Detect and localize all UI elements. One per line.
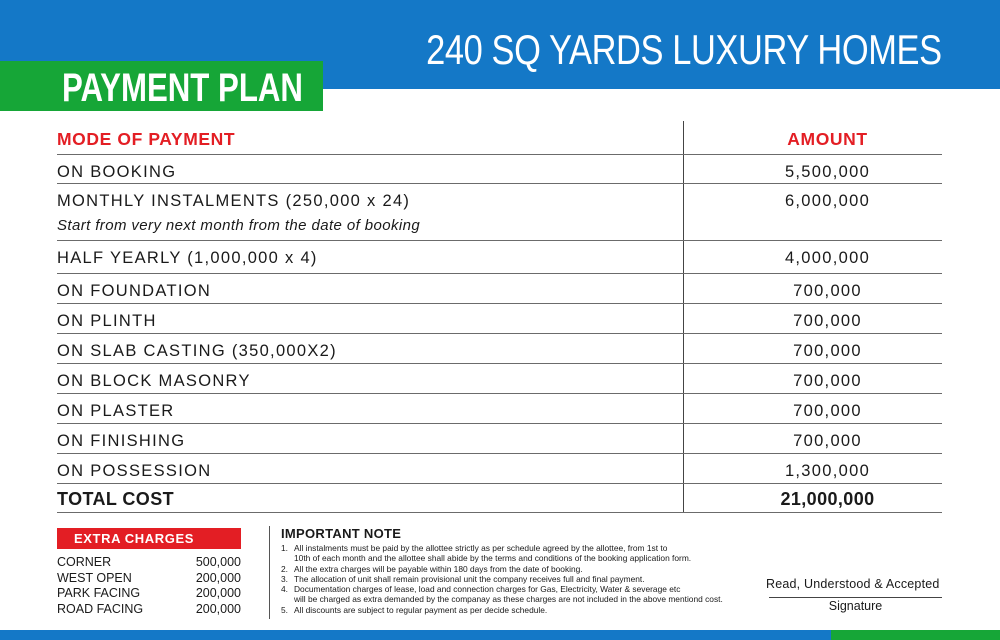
note-text: All discounts are subject to regular pay…	[294, 604, 548, 615]
row-amount: 1,300,000	[784, 462, 871, 480]
note-item: 3. The allocation of unit shall remain p…	[281, 574, 761, 584]
row-label: ON PLINTH	[57, 312, 157, 330]
note-number: 2.	[281, 563, 288, 574]
row-label-text: MONTHLY INSTALMENTS (250,000 x 24)	[57, 192, 411, 210]
extra-charge-value: 200,000	[195, 601, 241, 616]
bottom-blue-bar	[0, 630, 831, 640]
total-amount: 21,000,000	[780, 489, 875, 509]
note-text: All instalments must be paid by the allo…	[294, 543, 668, 553]
table-row: HALF YEARLY (1,000,000 x 4) 4,000,000	[57, 241, 942, 274]
payment-table: MODE OF PAYMENT AMOUNT ON BOOKING 5,500,…	[57, 121, 942, 513]
row-label: ON FOUNDATION	[57, 282, 212, 300]
note-number: 1.	[281, 543, 288, 553]
note-number: 5.	[281, 604, 288, 615]
row-label: HALF YEARLY (1,000,000 x 4)	[57, 249, 318, 267]
row-amount: 700,000	[793, 342, 862, 360]
row-sublabel: Start from very next month from the date…	[57, 217, 421, 234]
table-row: ON PLINTH 700,000	[57, 304, 942, 334]
row-label: ON POSSESSION	[57, 462, 212, 480]
notes-divider	[269, 526, 270, 619]
table-header-row: MODE OF PAYMENT AMOUNT	[57, 121, 942, 155]
note-text: The allocation of unit shall remain prov…	[294, 573, 645, 584]
extra-charges-list: CORNER 500,000 WEST OPEN 200,000 PARK FA…	[57, 555, 241, 617]
extra-charge-item: WEST OPEN 200,000	[57, 571, 241, 587]
extra-charge-value: 200,000	[195, 586, 241, 600]
extra-charge-label: WEST OPEN	[57, 570, 132, 585]
note-text-continued: will be charged as extra demanded by the…	[294, 594, 723, 605]
table-row: ON BLOCK MASONRY 700,000	[57, 364, 942, 394]
row-label: ON BLOCK MASONRY	[57, 372, 251, 390]
extra-charge-value: 200,000	[195, 570, 241, 585]
total-row: TOTAL COST 21,000,000	[57, 484, 942, 513]
row-amount: 700,000	[793, 312, 862, 330]
row-label: MONTHLY INSTALMENTS (250,000 x 24) Start…	[57, 184, 683, 234]
extra-charge-item: PARK FACING 200,000	[57, 586, 241, 602]
table-row: ON FOUNDATION 700,000	[57, 274, 942, 304]
note-text-continued: 10th of each month and the allottee shal…	[294, 553, 692, 564]
note-text: All the extra charges will be payable wi…	[294, 563, 583, 574]
extra-charge-item: ROAD FACING 200,000	[57, 602, 241, 618]
important-note-list: 1. All instalments must be paid by the a…	[281, 543, 761, 615]
table-row: ON SLAB CASTING (350,000X2) 700,000	[57, 334, 942, 364]
signature-line	[769, 597, 942, 598]
row-amount: 4,000,000	[784, 249, 871, 267]
row-amount: 5,500,000	[784, 163, 871, 181]
row-amount: 700,000	[793, 282, 862, 300]
table-column-divider	[683, 121, 684, 512]
row-label: ON SLAB CASTING (350,000X2)	[57, 342, 337, 360]
extra-charge-label: PARK FACING	[57, 586, 141, 600]
note-item: 4. Documentation charges of lease, load …	[281, 584, 761, 605]
table-row: ON POSSESSION 1,300,000	[57, 454, 942, 484]
row-amount: 700,000	[793, 432, 862, 450]
row-amount: 700,000	[793, 372, 862, 390]
table-row: ON BOOKING 5,500,000	[57, 155, 942, 184]
page-title: 240 SQ YARDS LUXURY HOMES	[426, 26, 943, 73]
row-amount: 6,000,000	[784, 192, 871, 210]
payment-plan-title: PAYMENT PLAN	[62, 66, 303, 110]
bottom-green-bar	[831, 630, 1000, 640]
note-text: Documentation charges of lease, load and…	[294, 584, 681, 595]
mode-of-payment-header: MODE OF PAYMENT	[57, 129, 236, 149]
note-item: 5. All discounts are subject to regular …	[281, 605, 761, 615]
table-row: ON PLASTER 700,000	[57, 394, 942, 424]
extra-charge-value: 500,000	[195, 555, 241, 569]
acceptance-text: Read, Understood & Accepted	[766, 577, 940, 591]
signature-label: Signature	[828, 599, 883, 613]
row-label: ON BOOKING	[57, 163, 177, 181]
extra-charge-item: CORNER 500,000	[57, 555, 241, 571]
note-item: 1. All instalments must be paid by the a…	[281, 543, 761, 564]
note-number: 4.	[281, 584, 288, 595]
row-label: ON FINISHING	[57, 432, 186, 450]
extra-charge-label: CORNER	[57, 555, 112, 569]
total-label: TOTAL COST	[57, 489, 175, 509]
payment-plan-banner	[0, 61, 323, 111]
important-note-title: IMPORTANT NOTE	[281, 526, 402, 541]
row-amount: 700,000	[793, 402, 862, 420]
amount-header: AMOUNT	[787, 129, 868, 149]
extra-charges-header: EXTRA CHARGES	[57, 528, 241, 549]
note-number: 3.	[281, 573, 288, 584]
extra-charge-label: ROAD FACING	[57, 601, 144, 616]
row-label: ON PLASTER	[57, 402, 175, 420]
table-row: MONTHLY INSTALMENTS (250,000 x 24) Start…	[57, 184, 942, 241]
table-row: ON FINISHING 700,000	[57, 424, 942, 454]
note-item: 2. All the extra charges will be payable…	[281, 564, 761, 574]
